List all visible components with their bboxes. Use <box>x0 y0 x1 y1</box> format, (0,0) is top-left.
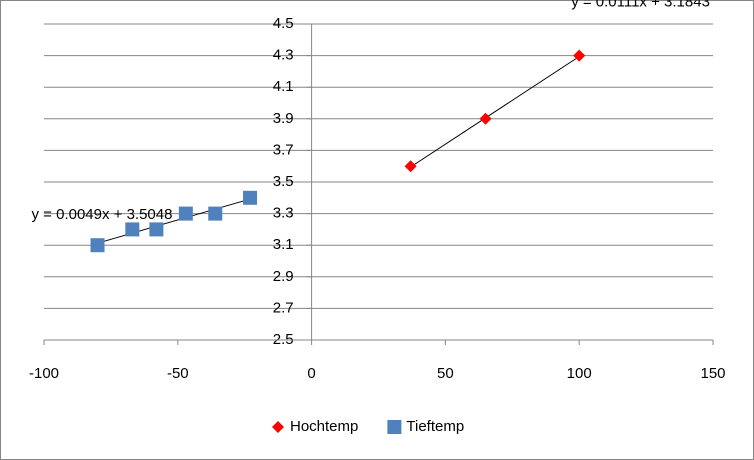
marker-square <box>208 206 223 221</box>
trendline <box>410 56 580 168</box>
y-tick-label: 2.5 <box>273 331 294 348</box>
marker-square <box>125 222 140 237</box>
y-tick-label: 3.5 <box>273 173 294 190</box>
y-tick-label: 3.9 <box>273 110 294 127</box>
y-tick-label: 3.1 <box>273 236 294 253</box>
trendline <box>97 198 251 244</box>
trendline-label: y = 0.0049x + 3.5048 <box>32 206 173 223</box>
marker-square <box>243 190 258 205</box>
trendline-label: y = 0.0111x + 3.1843 <box>571 0 710 10</box>
y-tick-label: 4.5 <box>273 15 294 32</box>
y-tick-label: 4.3 <box>273 47 294 64</box>
marker-diamond <box>573 49 586 62</box>
legend-label: Hochtemp <box>290 418 358 435</box>
marker-diamond <box>272 421 284 433</box>
marker-diamond <box>479 112 492 125</box>
marker-square <box>90 238 105 253</box>
y-tick-label: 2.9 <box>273 268 294 285</box>
x-tick-label: -50 <box>167 365 189 382</box>
x-tick-label: 150 <box>700 365 725 382</box>
marker-square <box>387 420 402 434</box>
legend-label: Tieftemp <box>406 418 464 435</box>
x-tick-label: 50 <box>437 365 454 382</box>
x-tick-label: -100 <box>29 365 59 382</box>
y-tick-label: 3.3 <box>273 205 294 222</box>
x-tick-label: 0 <box>307 365 315 382</box>
x-tick-label: 100 <box>567 365 592 382</box>
marker-diamond <box>404 160 417 173</box>
y-tick-label: 2.7 <box>273 299 294 316</box>
marker-square <box>149 222 164 237</box>
y-tick-label: 4.1 <box>273 78 294 95</box>
marker-square <box>178 206 193 221</box>
y-tick-label: 3.7 <box>273 141 294 158</box>
